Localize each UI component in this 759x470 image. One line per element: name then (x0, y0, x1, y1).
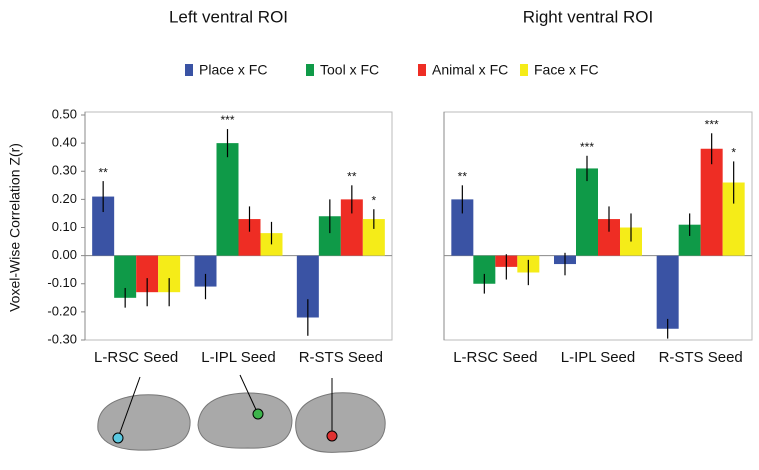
bar (318, 216, 341, 256)
bar (136, 255, 159, 293)
legend-swatch (520, 64, 528, 76)
brain (97, 394, 191, 451)
bar (362, 219, 385, 256)
x-tick-label: L-RSC Seed (453, 349, 537, 366)
bar (598, 219, 620, 256)
x-tick-label: L-IPL Seed (201, 349, 276, 366)
bar (678, 224, 701, 256)
legend-label: Tool x FC (320, 62, 379, 78)
y-tick-label: 0.50 (52, 106, 77, 121)
significance-label: *** (705, 117, 719, 131)
legend-swatch (306, 64, 314, 76)
y-axis-label: Voxel-Wise Correlation Z(r) (7, 143, 23, 312)
brain (295, 392, 386, 453)
legend-swatch (185, 64, 193, 76)
bar (216, 143, 239, 256)
y-tick-label: -0.30 (47, 331, 77, 346)
pointer (117, 376, 141, 439)
bar (92, 196, 115, 256)
y-tick-label: 0.40 (52, 135, 77, 150)
legend-label: Face x FC (534, 62, 599, 78)
legend-swatch (418, 64, 426, 76)
bar (340, 199, 363, 256)
significance-label: * (371, 193, 376, 207)
brain (197, 392, 293, 449)
significance-label: ** (458, 169, 468, 183)
y-tick-label: -0.10 (47, 275, 77, 290)
legend-label: Place x FC (199, 62, 267, 78)
bar (451, 199, 474, 256)
bar (296, 255, 319, 318)
x-tick-label: R-STS Seed (659, 349, 743, 366)
bar (576, 168, 598, 256)
x-tick-label: L-IPL Seed (561, 349, 636, 366)
brain-images (97, 374, 386, 453)
x-tick-label: R-STS Seed (299, 349, 383, 366)
seed-dot (252, 408, 264, 420)
seed-dot (112, 432, 124, 444)
legend-label: Animal x FC (432, 62, 508, 78)
y-tick-label: 0.00 (52, 247, 77, 262)
significance-label: *** (580, 140, 594, 154)
chart-title: Right ventral ROI (523, 7, 653, 26)
significance-label: * (731, 146, 736, 160)
bar (722, 182, 745, 256)
y-tick-label: 0.10 (52, 219, 77, 234)
bar (194, 255, 217, 287)
seed-dot (326, 430, 338, 442)
bar (238, 219, 261, 256)
y-tick-label: -0.20 (47, 303, 77, 318)
y-tick-label: 0.20 (52, 191, 77, 206)
significance-label: ** (347, 169, 357, 183)
bar (700, 148, 723, 256)
bar (656, 255, 679, 329)
significance-label: *** (220, 113, 234, 127)
pointer (239, 374, 259, 415)
significance-label: ** (98, 165, 108, 179)
chart-title: Left ventral ROI (169, 7, 288, 26)
y-tick-label: 0.30 (52, 163, 77, 178)
bar (158, 255, 181, 293)
x-tick-label: L-RSC Seed (94, 349, 178, 366)
bar (114, 255, 137, 298)
bar (473, 255, 496, 284)
